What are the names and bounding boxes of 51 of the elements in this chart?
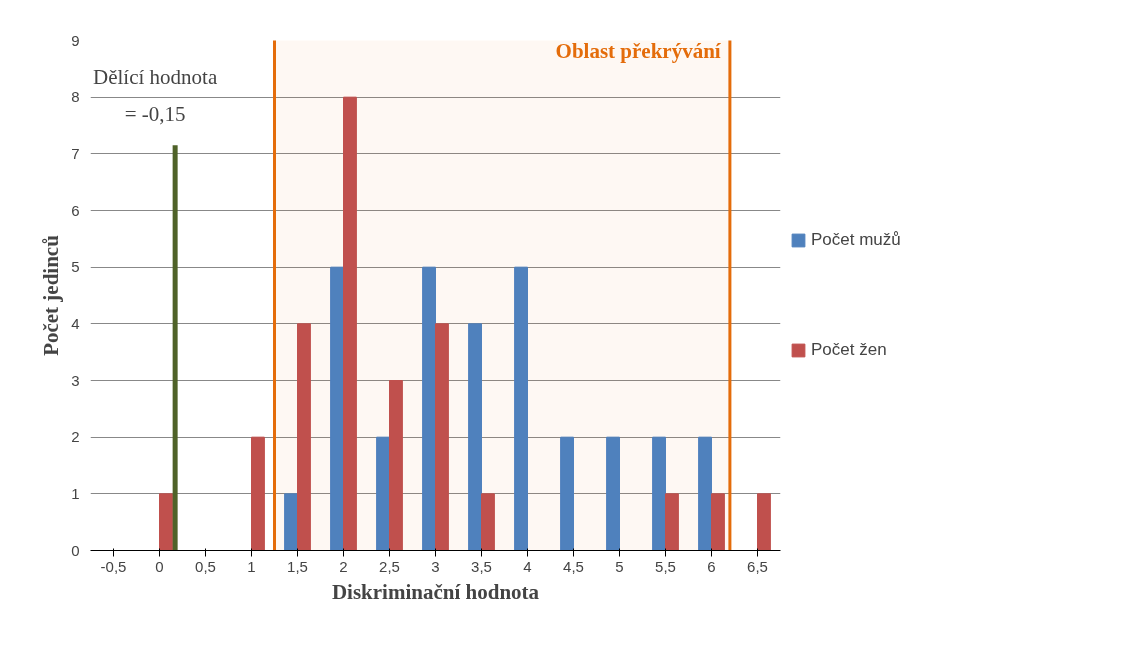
y-tick-label: 8: [71, 88, 80, 106]
bar: [251, 436, 265, 551]
x-tick-label: 4: [523, 557, 532, 575]
legend-label: Počet mužů: [811, 230, 901, 250]
x-tick-label: 1,5: [287, 557, 308, 575]
x-tick-label: 2: [339, 557, 348, 575]
bar: [422, 266, 436, 551]
x-tick-label: 0,5: [195, 557, 216, 575]
bar: [376, 436, 390, 551]
bar: [698, 436, 712, 551]
bar: [757, 493, 771, 551]
y-tick-label: 0: [71, 541, 80, 559]
bar: [297, 323, 311, 551]
x-tick-label: 0: [155, 557, 164, 575]
bar: [481, 493, 495, 551]
bar: [343, 96, 357, 551]
x-tick-label: 6: [707, 557, 716, 575]
y-tick-label: 6: [71, 201, 80, 219]
annotation: Dělící hodnota = -0,15: [93, 64, 218, 126]
bar: [711, 493, 725, 551]
x-tick-label: 6,5: [747, 557, 768, 575]
bar: [606, 436, 620, 551]
bar: [652, 436, 666, 551]
bar: [330, 266, 344, 551]
x-tick-label: 5: [615, 557, 624, 575]
y-axis-title: Počet jedinců: [39, 234, 64, 356]
x-axis-title: Diskriminační hodnota: [331, 579, 540, 604]
x-tick-label: 4,5: [563, 557, 584, 575]
bar: [560, 436, 574, 551]
x-tick-label: 1: [247, 557, 256, 575]
band-label: Oblast překrývání: [555, 39, 722, 64]
y-tick-label: 3: [71, 371, 80, 389]
bar: [389, 380, 403, 551]
y-tick-label: 9: [71, 31, 80, 49]
x-tick-label: 5,5: [655, 557, 676, 575]
y-tick-label: 1: [71, 484, 80, 502]
bar: [468, 323, 482, 551]
x-tick-label: -0,5: [100, 557, 127, 575]
x-tick-label: 3,5: [471, 557, 492, 575]
bar: [665, 493, 679, 551]
bar: [159, 493, 173, 551]
y-tick-label: 2: [71, 428, 80, 446]
x-tick-label: 2,5: [379, 557, 400, 575]
bar: [514, 266, 528, 551]
bar: [435, 323, 449, 551]
x-tick-label: 3: [431, 557, 440, 575]
bar: [284, 493, 298, 551]
y-tick-label: 4: [71, 314, 80, 332]
y-tick-label: 5: [71, 258, 80, 276]
y-tick-label: 7: [71, 144, 80, 162]
legend-label: Počet žen: [811, 340, 887, 360]
